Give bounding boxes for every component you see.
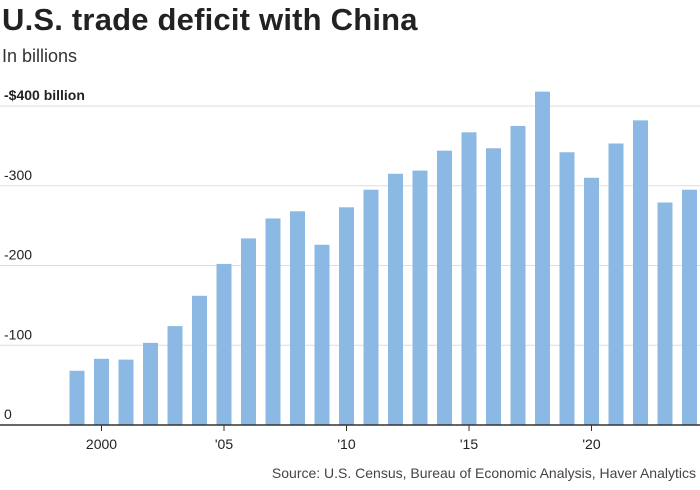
x-tick-label: '05: [215, 436, 233, 452]
x-tick-label: '10: [337, 436, 355, 452]
bar-2008: [290, 211, 305, 425]
y-tick-label: -300: [4, 167, 32, 183]
bar-2000: [94, 358, 109, 425]
x-tick-label: 2000: [86, 436, 117, 452]
bar-2005: [216, 263, 232, 425]
bar-2015: [461, 132, 477, 425]
bar-2021: [608, 143, 624, 426]
bar-2022: [633, 120, 648, 425]
y-tick-label: -$400 billion: [4, 87, 85, 103]
chart-title: U.S. trade deficit with China: [2, 2, 418, 37]
bar-2002: [143, 342, 158, 425]
x-tick-label: '15: [460, 436, 478, 452]
bar-2019: [559, 152, 575, 425]
bar-2011: [363, 189, 379, 425]
bar-2009: [314, 244, 330, 425]
bar-1999: [69, 370, 85, 425]
y-tick-label: 0: [4, 406, 12, 422]
bar-2006: [241, 238, 256, 425]
bar-2024: [682, 189, 697, 425]
bar-2010: [339, 207, 354, 425]
y-tick-label: -200: [4, 247, 32, 263]
bar-2013: [412, 170, 428, 425]
bar-2023: [657, 202, 673, 425]
bar-2004: [192, 295, 207, 425]
bar-2012: [388, 173, 403, 425]
bar-2017: [510, 125, 526, 425]
bar-2001: [118, 359, 134, 425]
bar-chart: 0 -100 -200 -300 -$400 billion 2000 '05 '10 '15 '…: [0, 87, 700, 452]
x-tick-label: '20: [582, 436, 600, 452]
source-note: Source: U.S. Census, Bureau of Economic …: [271, 465, 696, 481]
bar-2003: [167, 326, 183, 425]
y-tick-label: -100: [4, 326, 32, 342]
bar-2007: [265, 218, 281, 425]
chart-subtitle: In billions: [2, 46, 78, 66]
bar-2016: [486, 148, 501, 425]
bar-2020: [584, 177, 599, 425]
bar-2014: [437, 150, 452, 425]
bar-2018: [535, 91, 550, 426]
